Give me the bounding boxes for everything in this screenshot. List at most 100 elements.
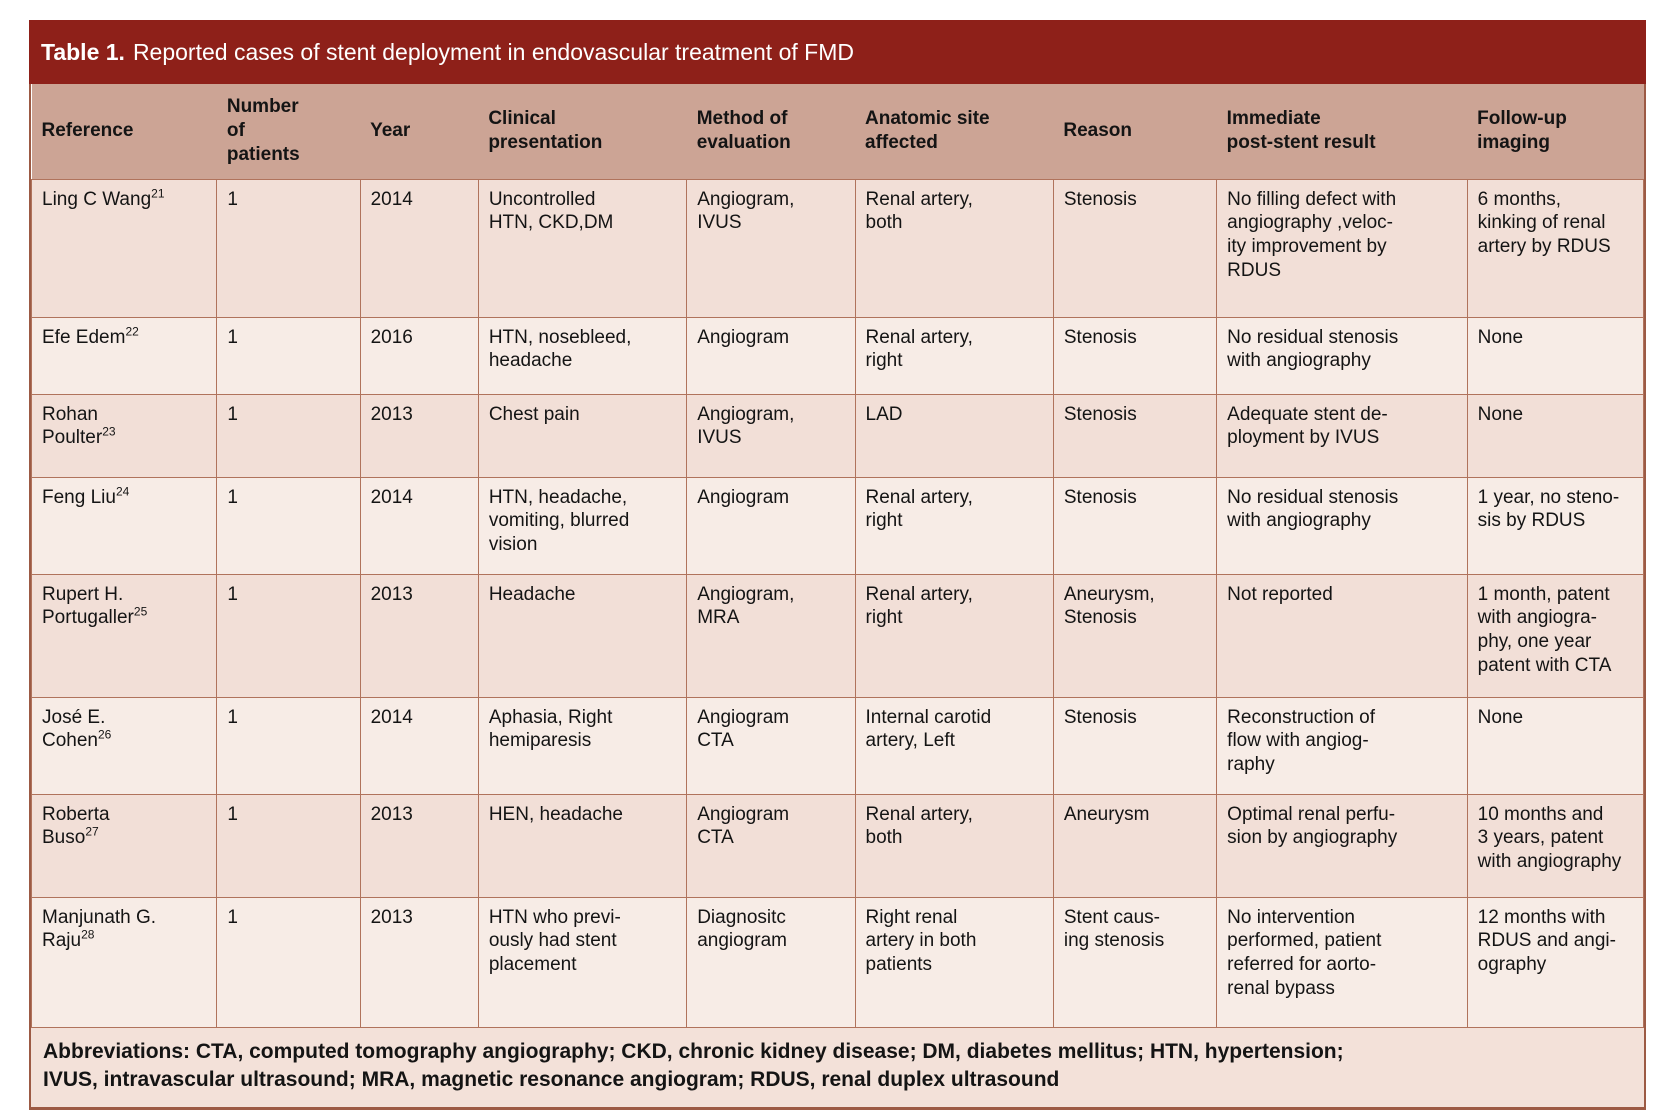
column-header-site: Anatomic site affected (855, 84, 1054, 180)
header-row: Reference Number of patients Year Clinical … (31, 84, 1644, 180)
cell-site: Right renal artery in both patients (854, 896, 1054, 1028)
reference-name: Efe Edem (42, 326, 126, 348)
cell-followup: None (1466, 696, 1645, 795)
cell-reason: Stenosis (1052, 178, 1218, 318)
cases-table: Reference Number of patients Year Clinical … (30, 84, 1645, 1028)
cell-reference: Rohan Poulter23 (30, 393, 218, 478)
cell-reason: Stenosis (1052, 476, 1218, 575)
cell-reference: José E. Cohen26 (30, 696, 218, 795)
cell-patients: 1 (216, 696, 361, 795)
cell-method: Angiogram, IVUS (686, 393, 856, 478)
cell-year: 2014 (359, 696, 479, 795)
cell-method: Angiogram (686, 476, 856, 575)
table-body: Ling C Wang21 1 2014 Uncontrolled HTN, CKD,… (30, 178, 1645, 1028)
reference-superscript: 24 (115, 484, 130, 499)
cell-site: Renal artery, right (854, 316, 1054, 395)
cell-year: 2013 (359, 896, 479, 1028)
reference-superscript: 21 (151, 186, 165, 201)
cell-patients: 1 (216, 896, 361, 1028)
cell-reason: Stent caus- ing stenosis (1052, 896, 1218, 1028)
cell-result: No filling defect with angiography ,velo… (1216, 178, 1468, 318)
reference-name: Roberta Buso (42, 803, 110, 849)
reference-superscript: 27 (85, 825, 99, 840)
cell-result: Not reported (1216, 573, 1468, 698)
cell-site: Renal artery, right (854, 476, 1054, 575)
reference-name: Feng Liu (42, 486, 116, 508)
reference-superscript: 26 (98, 728, 112, 743)
column-header-followup: Follow-up imaging (1467, 84, 1644, 180)
table-1-container: Table 1. Reported cases of stent deploym… (29, 20, 1646, 1111)
table-row: Ling C Wang21 1 2014 Uncontrolled HTN, CKD,… (30, 178, 1645, 318)
cell-reason: Aneurysm, Stenosis (1052, 573, 1218, 698)
reference-name: Rohan Poulter (42, 403, 103, 449)
reference-name: Rupert H. Portugaller (42, 583, 134, 629)
cell-year: 2013 (359, 393, 479, 478)
column-header-method: Method of evaluation (686, 84, 856, 180)
cell-reference: Ling C Wang21 (30, 178, 218, 318)
cell-result: No residual stenosis with angiography (1216, 476, 1468, 575)
column-header-reason: Reason (1053, 84, 1217, 180)
cell-clinical: Aphasia, Right hemiparesis (477, 696, 688, 795)
cell-method: Angiogram (686, 316, 856, 395)
table-row: Rohan Poulter23 1 2013 Chest pain Angiogram,… (30, 393, 1645, 478)
cell-clinical: Chest pain (477, 393, 688, 478)
column-header-reference: Reference (31, 84, 217, 180)
cell-clinical: HTN, headache, vomiting, blurred vision (477, 476, 688, 575)
cell-reason: Stenosis (1052, 393, 1218, 478)
cell-site: LAD (854, 393, 1054, 478)
cell-reason: Aneurysm (1052, 793, 1218, 898)
table-title-label: Table 1. (41, 38, 125, 65)
cell-followup: None (1466, 316, 1645, 395)
cell-year: 2014 (359, 476, 479, 575)
cell-clinical: Headache (477, 573, 688, 698)
cell-patients: 1 (216, 178, 361, 318)
cell-year: 2014 (359, 178, 479, 318)
cell-method: Diagnositc angiogram (686, 896, 856, 1028)
column-header-year: Year (360, 84, 479, 180)
reference-superscript: 22 (125, 324, 139, 339)
cell-method: Angiogram, MRA (686, 573, 856, 698)
cell-site: Renal artery, right (854, 573, 1054, 698)
table-title-bar: Table 1. Reported cases of stent deploym… (29, 20, 1646, 84)
reference-name: Manjunath G. Raju (42, 906, 157, 952)
cell-clinical: HEN, headache (477, 793, 688, 898)
reference-superscript: 28 (81, 928, 95, 943)
table-row: Rupert H. Portugaller25 1 2013 Headache Angi… (30, 573, 1645, 698)
cell-result: Reconstruction of flow with angiog- raph… (1216, 696, 1468, 795)
cell-site: Renal artery, both (854, 793, 1054, 898)
cell-followup: 1 month, patent with angiogra- phy, one … (1466, 573, 1645, 698)
cell-followup: 6 months, kinking of renal artery by RDU… (1466, 178, 1645, 318)
reference-superscript: 23 (102, 425, 116, 440)
cell-patients: 1 (216, 573, 361, 698)
cell-reason: Stenosis (1052, 696, 1218, 795)
cell-followup: 10 months and 3 years, patent with angio… (1466, 793, 1645, 898)
cell-year: 2016 (359, 316, 479, 395)
cell-patients: 1 (216, 393, 361, 478)
cell-result: Optimal renal perfu- sion by angiography (1216, 793, 1468, 898)
abbreviations-note: Abbreviations: CTA, computed tomography … (31, 1027, 1644, 1108)
reference-name: José E. Cohen (42, 706, 106, 752)
cell-method: Angiogram, IVUS (686, 178, 856, 318)
cell-reference: Manjunath G. Raju28 (30, 896, 218, 1028)
cell-reference: Feng Liu24 (30, 476, 218, 575)
cell-year: 2013 (359, 573, 479, 698)
cell-site: Internal carotid artery, Left (854, 696, 1054, 795)
table-title-text: Reported cases of stent deployment in en… (132, 38, 854, 65)
cell-result: Adequate stent de- ployment by IVUS (1216, 393, 1468, 478)
cell-reason: Stenosis (1052, 316, 1218, 395)
cell-clinical: HTN who previ- ously had stent placement (477, 896, 688, 1028)
cell-followup: 12 months with RDUS and angi- ography (1466, 896, 1645, 1028)
cell-method: Angiogram CTA (686, 696, 856, 795)
cell-patients: 1 (216, 476, 361, 575)
cell-clinical: HTN, nosebleed, headache (477, 316, 688, 395)
cell-reference: Efe Edem22 (30, 316, 218, 395)
cell-method: Angiogram CTA (686, 793, 856, 898)
table-row: Roberta Buso27 1 2013 HEN, headache Angiogra… (30, 793, 1645, 898)
table-row: José E. Cohen26 1 2014 Aphasia, Right hemip… (30, 696, 1645, 795)
table-row: Efe Edem22 1 2016 HTN, nosebleed, headache A… (30, 316, 1645, 395)
cell-site: Renal artery, both (854, 178, 1054, 318)
cell-clinical: Uncontrolled HTN, CKD,DM (477, 178, 688, 318)
reference-superscript: 25 (133, 605, 148, 620)
cell-reference: Roberta Buso27 (30, 793, 218, 898)
column-header-clinical: Clinical presentation (478, 84, 687, 180)
